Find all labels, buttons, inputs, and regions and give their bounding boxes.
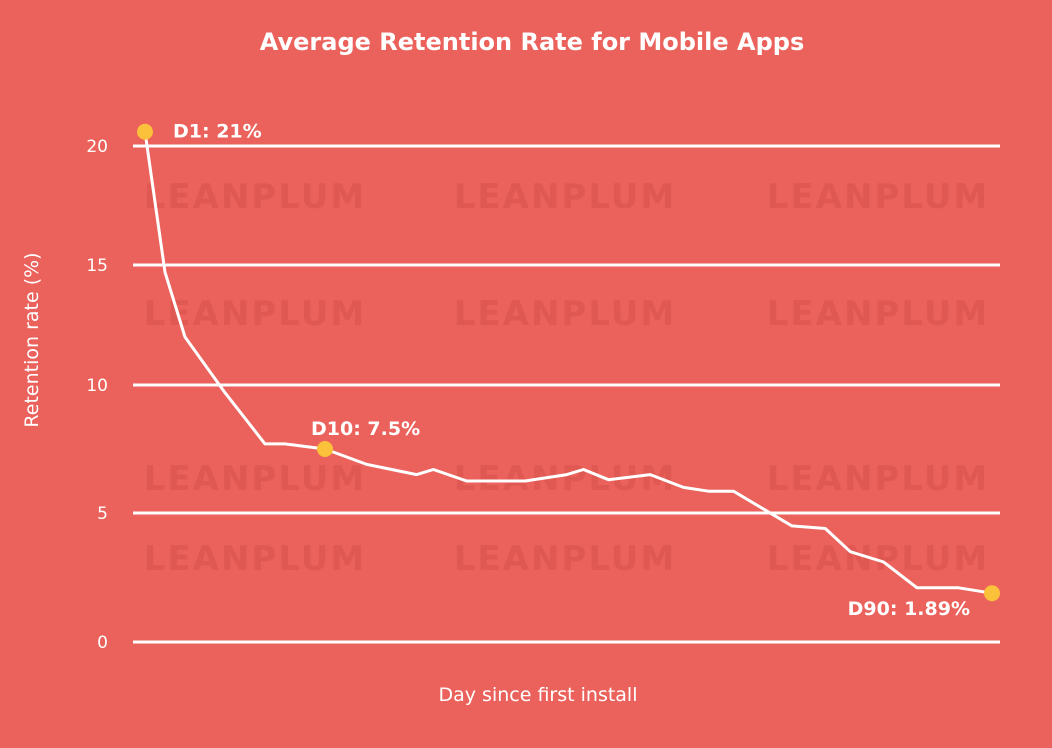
watermark-text: LEANPLUM (767, 294, 989, 334)
annotation-marker (984, 585, 1000, 602)
chart-title: Average Retention Rate for Mobile Apps (260, 28, 804, 56)
watermark-text: LEANPLUM (454, 459, 676, 499)
x-axis-label: Day since first install (439, 684, 638, 706)
retention-series-line (143, 131, 993, 595)
y-tick-label: 0 (97, 633, 108, 653)
watermark-text: LEANPLUM (454, 294, 676, 334)
watermark-text: LEANPLUM (144, 177, 366, 217)
watermark-layer: LEANPLUM LEANPLUM LEANPLUM LEANPLUM LEANPLUM… (144, 177, 989, 579)
watermark-text: LEANPLUM (454, 539, 676, 579)
y-tick-labels: 0 5 10 15 20 (86, 137, 108, 653)
y-axis-label: Retention rate (%) (21, 252, 43, 427)
watermark-text: LEANPLUM (144, 539, 366, 579)
watermark-text: LEANPLUM (144, 459, 366, 499)
watermark-text: LEANPLUM (767, 459, 989, 499)
y-tick-label: 10 (86, 376, 108, 396)
watermark-text: LEANPLUM (767, 177, 989, 217)
annotation-marker (137, 123, 153, 140)
annotation-label: D10: 7.5% (311, 418, 420, 440)
annotation-label: D90: 1.89% (848, 598, 970, 620)
grid-lines (133, 144, 1000, 644)
y-tick-label: 20 (86, 137, 108, 157)
annotation-marker (317, 441, 333, 457)
y-tick-label: 5 (97, 504, 108, 524)
annotations: D1: 21% D10: 7.5% D90: 1.89% (137, 121, 1000, 620)
annotation-label: D1: 21% (173, 121, 262, 143)
y-tick-label: 15 (86, 256, 108, 276)
watermark-text: LEANPLUM (454, 177, 676, 217)
